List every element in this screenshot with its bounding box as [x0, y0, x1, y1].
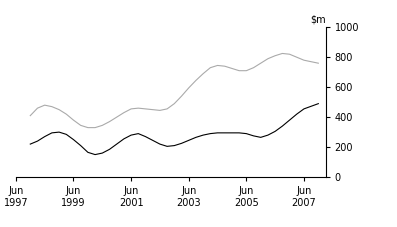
Text: $m: $m — [310, 14, 326, 24]
